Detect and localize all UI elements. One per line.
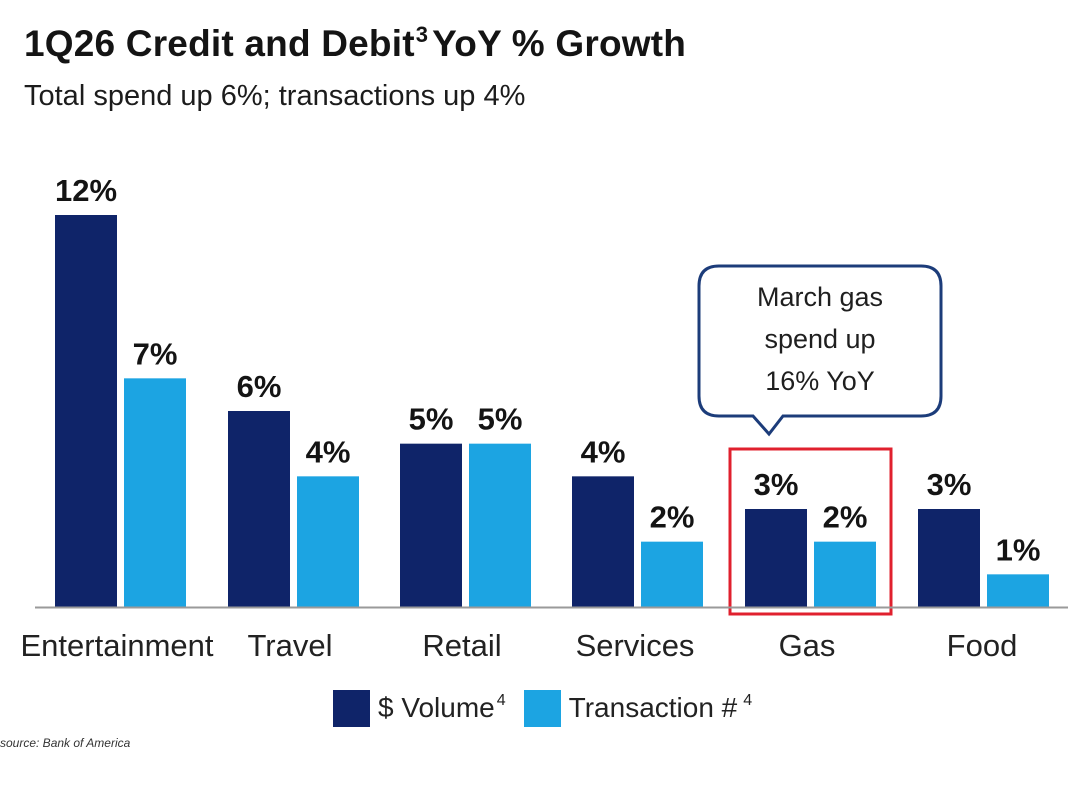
- chart-subtitle: Total spend up 6%; transactions up 4%: [24, 80, 526, 112]
- bar-retail-volume: [400, 443, 462, 607]
- category-label-retail: Retail: [422, 628, 501, 663]
- callout-text-line: March gas: [757, 282, 883, 312]
- legend-item-transactions: Transaction #4: [523, 689, 753, 727]
- bar-travel-transactions: [297, 476, 359, 607]
- callout-text-line: spend up: [764, 324, 875, 354]
- bar-entertainment-transactions: [124, 378, 186, 607]
- legend-label-transactions: Transaction #4: [568, 692, 753, 723]
- bar-gas-volume: [745, 509, 807, 607]
- data-label-travel-transactions: 4%: [306, 434, 351, 469]
- data-label-gas-transactions: 2%: [823, 500, 868, 535]
- category-label-entertainment: Entertainment: [21, 628, 214, 663]
- data-label-entertainment-transactions: 7%: [133, 336, 178, 371]
- legend-item-volume: $ Volume 4: [333, 689, 506, 727]
- category-label-travel: Travel: [248, 628, 333, 663]
- data-label-entertainment-volume: 12%: [55, 173, 117, 208]
- data-label-travel-volume: 6%: [237, 369, 282, 404]
- data-label-food-volume: 3%: [927, 467, 972, 502]
- chart-legend: $ Volume 4 Transaction #4: [333, 688, 770, 728]
- data-label-retail-transactions: 5%: [478, 402, 523, 437]
- category-label-gas: Gas: [779, 628, 836, 663]
- highlight-box-gas: [728, 447, 893, 616]
- legend-label-volume: $ Volume 4: [378, 692, 506, 723]
- bar-retail-transactions: [469, 443, 531, 607]
- bar-travel-volume: [228, 411, 290, 607]
- legend-swatch-volume: [333, 689, 370, 727]
- bar-services-volume: [572, 476, 634, 607]
- chart-title: 1Q26 Credit and Debit3 YoY % Growth: [24, 22, 687, 64]
- bar-entertainment-volume: [55, 215, 117, 607]
- callout-bubble: [697, 264, 943, 437]
- data-label-food-transactions: 1%: [996, 532, 1041, 567]
- bar-services-transactions: [641, 541, 703, 607]
- bar-food-volume: [918, 509, 980, 607]
- category-label-food: Food: [947, 628, 1018, 663]
- data-label-services-volume: 4%: [581, 434, 626, 469]
- bar-food-transactions: [987, 574, 1049, 607]
- bar-chart: 12% 7% Entertainment 6% 4% Travel 5% 5% Retail 4%…: [21, 173, 1068, 663]
- data-label-gas-volume: 3%: [754, 467, 799, 502]
- data-label-services-transactions: 2%: [650, 500, 695, 535]
- source-note: source: Bank of America: [0, 736, 131, 750]
- data-label-retail-volume: 5%: [409, 402, 454, 437]
- bar-gas-transactions: [814, 541, 876, 607]
- callout-text-line: 16% YoY: [765, 366, 875, 396]
- legend-swatch-transactions: [523, 689, 561, 727]
- category-label-services: Services: [576, 628, 695, 663]
